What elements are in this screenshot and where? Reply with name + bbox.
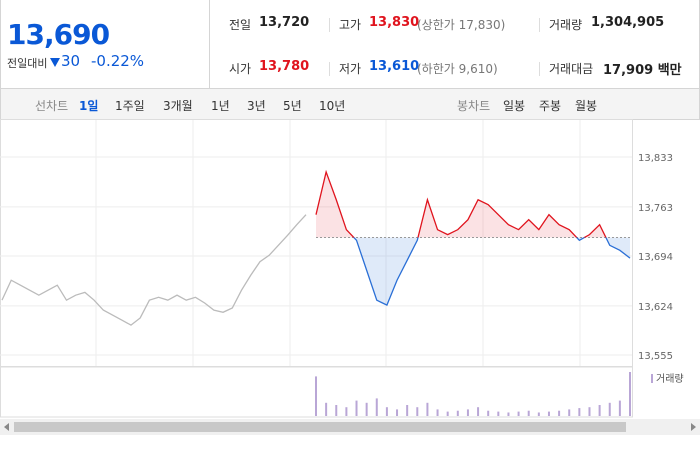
- change: 30: [61, 52, 81, 70]
- scroll-left: [4, 423, 9, 431]
- scroll-thumb: [14, 422, 626, 432]
- volume-bar: [355, 400, 358, 416]
- price: 13,690: [7, 18, 110, 51]
- volume-bar: [385, 407, 388, 416]
- stat-value: 17,909 백만: [603, 63, 682, 78]
- stat-label: 거래량: [549, 18, 583, 32]
- stat-value: 13,720: [259, 15, 310, 30]
- volume-bar: [416, 407, 419, 416]
- stat-value: 1,304,905: [591, 15, 665, 30]
- volume-bar: [426, 402, 429, 416]
- volume-bar: [608, 402, 611, 416]
- scroll-right: [691, 423, 696, 431]
- volume-bar: [335, 405, 338, 416]
- volume-bar: [487, 410, 490, 416]
- candle-tab[interactable]: 주봉: [539, 99, 562, 113]
- volume-bar: [558, 410, 561, 416]
- down-icon: [50, 58, 60, 67]
- volume-bar: [629, 372, 631, 416]
- volume-bar: [517, 411, 520, 416]
- volume-bar: [396, 409, 399, 416]
- y-tick-label: 13,555: [638, 351, 673, 362]
- volume-bar: [537, 412, 540, 416]
- stat-value: 13,610: [369, 59, 420, 74]
- separator: [329, 62, 330, 76]
- period-tab[interactable]: 3년: [247, 99, 266, 113]
- volume-bar: [406, 405, 409, 416]
- volume-bar: [375, 398, 378, 416]
- period-tab[interactable]: 10년: [319, 99, 346, 113]
- volume-bar: [466, 409, 469, 416]
- line-up: [315, 169, 607, 238]
- candle-tab[interactable]: 월봉: [575, 99, 598, 113]
- volume-bar: [446, 411, 449, 416]
- change-label: 전일대비: [7, 57, 48, 70]
- chart: 13,555 13,624 13,694 13,763 13,833 거래량: [0, 119, 700, 435]
- volume-bar: [547, 411, 550, 416]
- volume-bar: [497, 411, 500, 416]
- volume-bar: [456, 410, 459, 416]
- period-tab[interactable]: 1일: [79, 99, 99, 113]
- period-tab[interactable]: 5년: [283, 99, 302, 113]
- change-rate: -0.22%: [91, 52, 145, 70]
- stat-note: (상한가 17,830): [417, 18, 506, 32]
- volume-bar: [578, 408, 581, 416]
- area-up: [316, 171, 630, 238]
- separator: [539, 62, 540, 76]
- period-tab[interactable]: 3개월: [163, 99, 193, 113]
- volume-bar: [588, 407, 591, 416]
- tab-group-label: 봉차트: [457, 99, 491, 113]
- stat-label: 고가: [339, 18, 362, 32]
- volume-bar: [568, 409, 571, 416]
- volume-bar: [507, 412, 510, 416]
- stat-label: 전일: [229, 18, 252, 32]
- y-tick-label: 13,624: [638, 302, 673, 313]
- volume-bar: [618, 400, 621, 416]
- volume-legend-swatch: [651, 374, 653, 383]
- candle-tab[interactable]: 일봉: [503, 99, 526, 113]
- separator: [329, 18, 330, 32]
- stat-label: 저가: [339, 62, 362, 76]
- y-tick-label: 13,763: [638, 203, 673, 214]
- period-tab[interactable]: 1주일: [115, 99, 145, 113]
- volume-bar: [325, 402, 328, 416]
- line: [1, 214, 307, 326]
- volume-bar: [527, 410, 530, 416]
- stat-label: 시가: [229, 62, 252, 76]
- quote-header: 13,690 전일대비 30 -0.22% 전일 13,720 고가 13,830 (상…: [0, 0, 700, 89]
- line-down: [352, 237, 631, 307]
- stat-note: (하한가 9,610): [417, 62, 498, 76]
- volume-legend: 거래량: [656, 373, 684, 385]
- tab-group-label: 선차트: [35, 99, 69, 113]
- volume-bar: [598, 405, 601, 416]
- volume-frame: [0, 366, 633, 418]
- y-tick-label: 13,833: [638, 153, 673, 164]
- stat-label: 거래대금: [549, 62, 594, 76]
- volume-bar: [477, 407, 480, 416]
- area-down: [316, 237, 630, 306]
- volume-bar: [365, 402, 368, 416]
- separator: [539, 18, 540, 32]
- y-tick-label: 13,694: [638, 252, 673, 263]
- stat-value: 13,830: [369, 15, 420, 30]
- price-box: 13,690 전일대비 30 -0.22%: [1, 0, 210, 88]
- stat-value: 13,780: [259, 59, 310, 74]
- volume-bar: [345, 407, 348, 416]
- volume-bar: [436, 409, 439, 416]
- volume-bar: [315, 376, 317, 416]
- tab-bar: 선차트 1일 1주일 3개월 1년 3년 5년 10년 봉차트 일봉 주봉 월봉: [0, 88, 700, 120]
- period-tab[interactable]: 1년: [211, 99, 230, 113]
